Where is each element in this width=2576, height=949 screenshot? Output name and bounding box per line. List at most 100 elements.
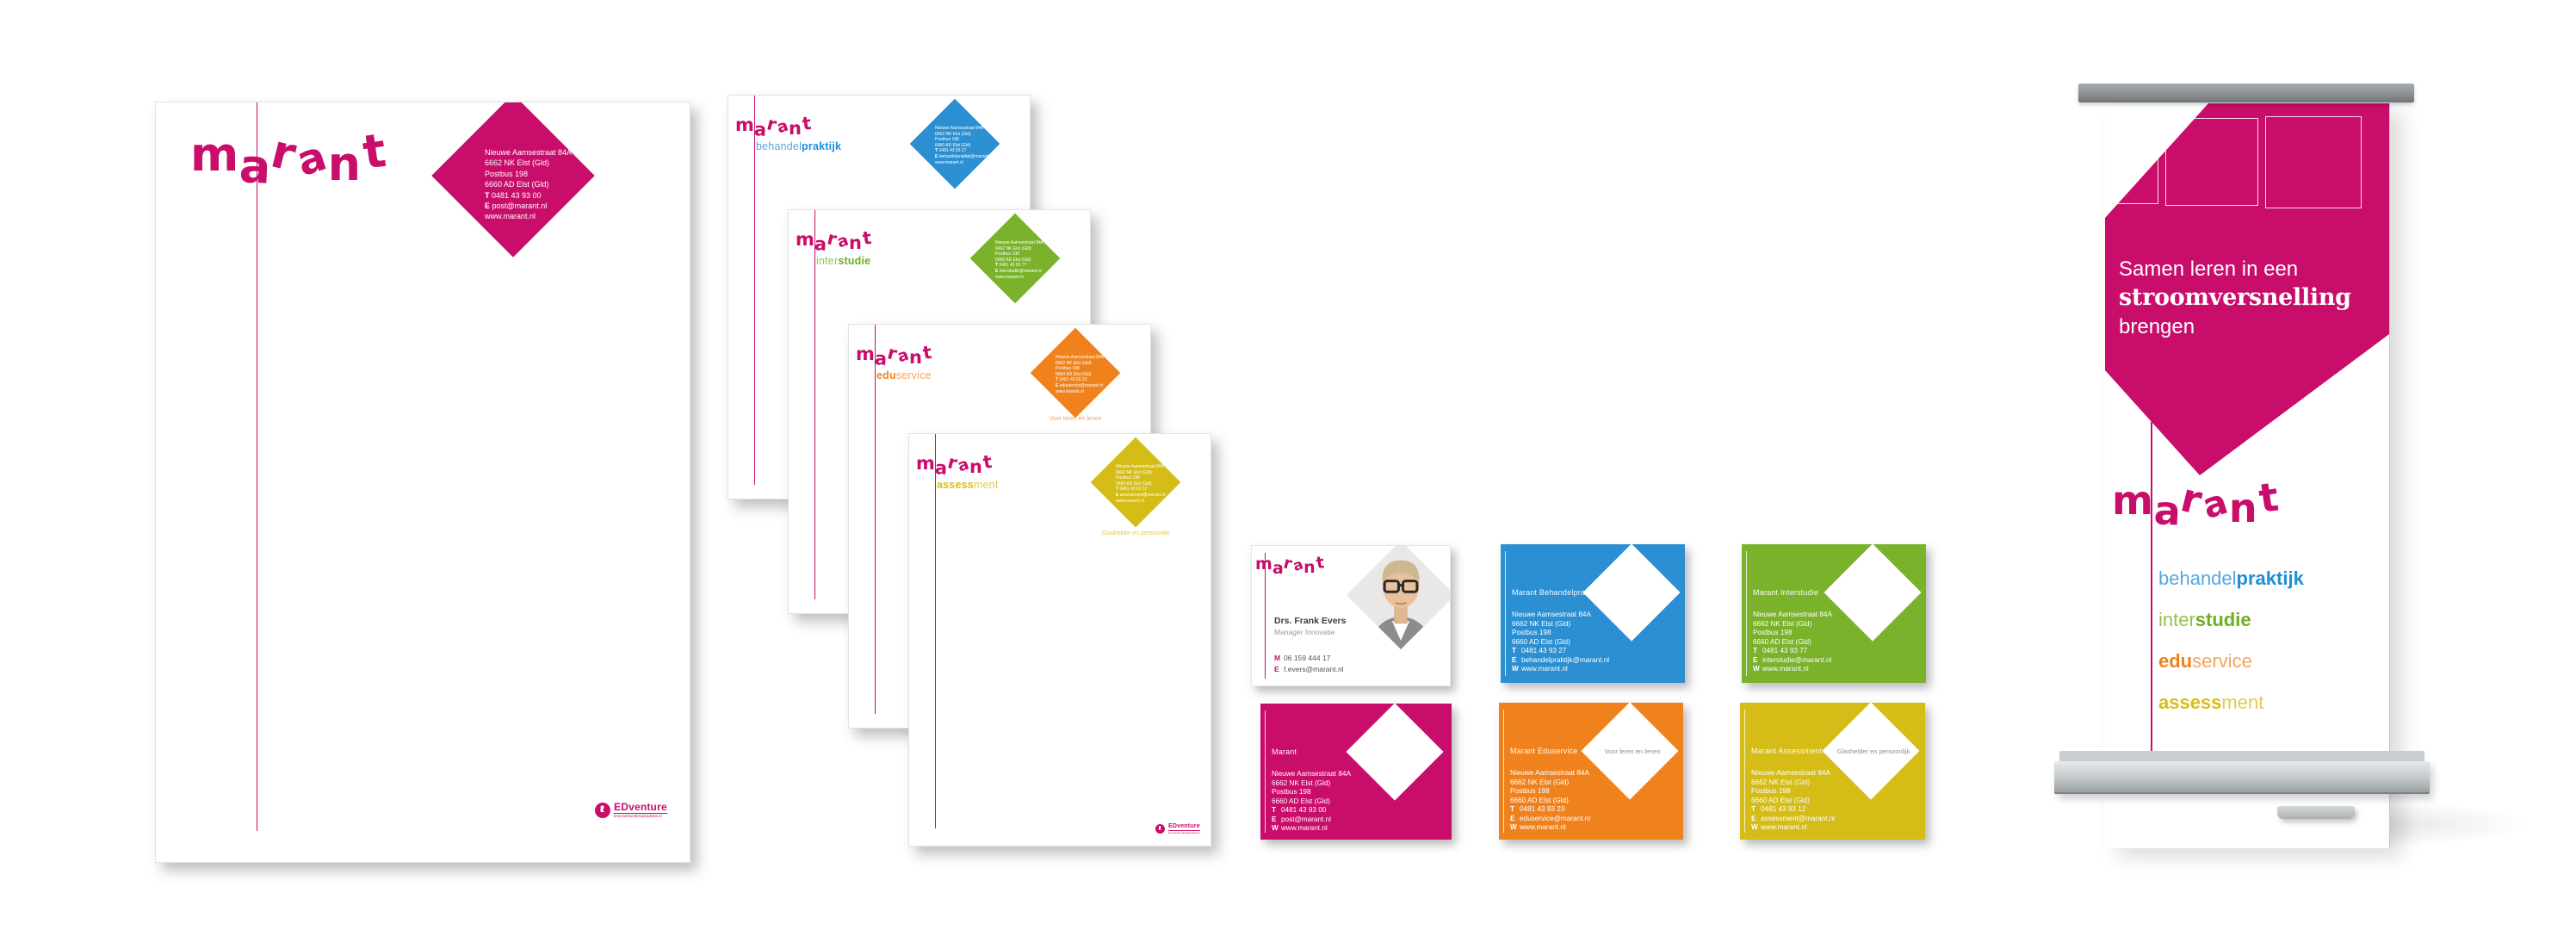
edventure-subtext: keurmerkonderwijsadvies.nl	[1168, 830, 1201, 834]
phone-value: 0481 43 93 77	[1762, 647, 1808, 654]
tagline: Voor leren en lenen	[1049, 416, 1102, 422]
diamond-address: Nieuwe Aamsestraat 84A 6662 NK Elst (Gld…	[485, 147, 572, 222]
web-value: www.marant.nl	[1521, 665, 1568, 673]
outline-square	[2165, 118, 2258, 206]
web-value: www.marant.nl	[1520, 823, 1566, 831]
card-address: Nieuwe Aamsestraat 84A 6662 NK Elst (Gld…	[1272, 770, 1351, 834]
margin-line	[935, 434, 936, 828]
address-line: Nieuwe Aamsestraat 84A	[1510, 769, 1589, 777]
logo-letter: a	[834, 231, 851, 252]
business-card-front: marant Drs. Frank Evers Manager Innovati…	[1251, 545, 1451, 686]
address-line: 6662 NK Elst (Gld)	[935, 131, 971, 137]
margin-line	[875, 325, 876, 714]
email-value: assessment@marant.nl	[1761, 814, 1836, 822]
diamond-address: Nieuwe Aamsestraat 84A 6662 NK Elst (Gld…	[935, 126, 993, 165]
email-label: E	[1116, 492, 1119, 498]
subbrand-part2: service	[2192, 650, 2252, 672]
phone-label: T	[1272, 806, 1277, 814]
logo-letter: t	[861, 226, 873, 250]
subbrand-part1: behandel	[756, 140, 802, 152]
email-value: behandelpraktijk@marant.nl	[1521, 655, 1610, 664]
email-line: E interstudie@marant.nl	[995, 269, 1043, 275]
letterhead-main: marant Nieuwe Aamsestraat 84A 6662 NK El…	[155, 102, 690, 863]
address-line: 6660 AD Elst (Gld)	[1116, 481, 1152, 487]
rollup-banner: Samen leren in een stroomversnelling bre…	[2105, 103, 2390, 848]
email-label: E	[995, 268, 999, 274]
mobile-value: 06 159 444 17	[1284, 654, 1331, 662]
phone-label: T	[1753, 647, 1758, 654]
diamond-address: Nieuwe Aamsestraat 84A 6662 NK Elst (Gld…	[995, 240, 1043, 280]
web-label: W	[1510, 823, 1517, 831]
address-line: Postbus 198	[995, 251, 1019, 257]
card-title: Marant	[1272, 747, 1297, 756]
marant-logo: marant	[796, 226, 873, 255]
address-line: Nieuwe Aamsestraat 84A	[1116, 464, 1165, 469]
banner-base	[2054, 761, 2430, 794]
email-value: post@marant.nl	[1281, 815, 1331, 823]
email-label: E	[1056, 382, 1059, 388]
email-label: E	[1512, 655, 1517, 664]
address-line: Nieuwe Aamsestraat 84A	[485, 148, 573, 157]
phone-value: 0481 43 93 23	[1520, 805, 1565, 813]
subbrand-name: interstudie	[816, 255, 870, 267]
edventure-name: EDventure	[614, 801, 667, 813]
subbrand-part2: studie	[838, 255, 871, 267]
address-line: 6660 AD Elst (Gld)	[1056, 371, 1092, 377]
email-line: E behandelpraktijk@marant.nl	[935, 154, 993, 160]
subbrand-part2: service	[895, 369, 932, 381]
address-line: 6660 AD Elst (Gld)	[1751, 796, 1810, 804]
web-label: W	[1272, 824, 1279, 832]
phone-label: T	[995, 263, 999, 269]
card-title: Marant Eduservice	[1510, 747, 1578, 755]
web-label: W	[1753, 665, 1760, 673]
logo-letter: n	[909, 347, 922, 369]
banner-headline: Samen leren in een stroomversnelling bre…	[2119, 255, 2351, 341]
card-title: Marant Behandelpraktijk	[1512, 588, 1600, 597]
banner-base-top	[2059, 751, 2424, 762]
card-address: Nieuwe Aamsestraat 84A 6662 NK Elst (Gld…	[1512, 611, 1609, 674]
subbrand-part2: praktijk	[2236, 568, 2304, 589]
card-title: Marant Assessment	[1751, 747, 1823, 755]
portrait-photo	[1347, 546, 1450, 649]
banner-subbrand-behandelpraktijk: behandelpraktijk	[2158, 558, 2304, 599]
address-line: Postbus 198	[1753, 629, 1793, 636]
address-line: 6662 NK Elst (Gld)	[1272, 778, 1331, 787]
email-label: E	[1751, 814, 1756, 822]
phone-line: T 0481 43 93 00	[485, 190, 572, 201]
subbrand-name: behandelpraktijk	[756, 140, 841, 152]
white-diamond	[1824, 544, 1922, 642]
address-line: Nieuwe Aamsestraat 84A	[1056, 355, 1105, 360]
logo-letter: t	[2256, 473, 2282, 523]
phone-label: T	[1056, 377, 1059, 383]
phone-line: T 0481 43 93 23	[1510, 805, 1590, 815]
edventure-logo: EDventure keurmerkonderwijsadvies.nl	[1155, 823, 1201, 834]
headline-line1: Samen leren in een	[2119, 257, 2299, 281]
subbrand-part2: ment	[973, 479, 999, 491]
banner-pink-shape: Samen leren in een stroomversnelling bre…	[2105, 103, 2389, 475]
email-line: E post@marant.nl	[485, 201, 572, 211]
subbrand-part1: inter	[2158, 609, 2195, 630]
email-value: post@marant.nl	[492, 202, 548, 211]
address-line: 6660 AD Elst (Gld)	[485, 180, 549, 189]
phone-line: T 0481 43 93 77	[995, 263, 1043, 269]
margin-line	[1746, 551, 1747, 676]
phone-label: T	[485, 190, 490, 200]
website-line: www.marant.nl	[1116, 498, 1144, 504]
outline-square	[2265, 116, 2362, 208]
logo-letter: m	[796, 229, 814, 250]
banner-subbrand-assessment: assessment	[2158, 682, 2304, 723]
phone-label: T	[1510, 805, 1515, 813]
address-line: 6662 NK Elst (Gld)	[1510, 778, 1570, 786]
logo-letter: a	[1290, 555, 1305, 575]
address-line: 6660 AD Elst (Gld)	[995, 257, 1031, 263]
logo-letter: t	[801, 112, 813, 135]
website-line: www.marant.nl	[1056, 388, 1084, 394]
subbrand-part2: praktijk	[802, 140, 842, 152]
email-value: interstudie@marant.nl	[1762, 655, 1832, 664]
